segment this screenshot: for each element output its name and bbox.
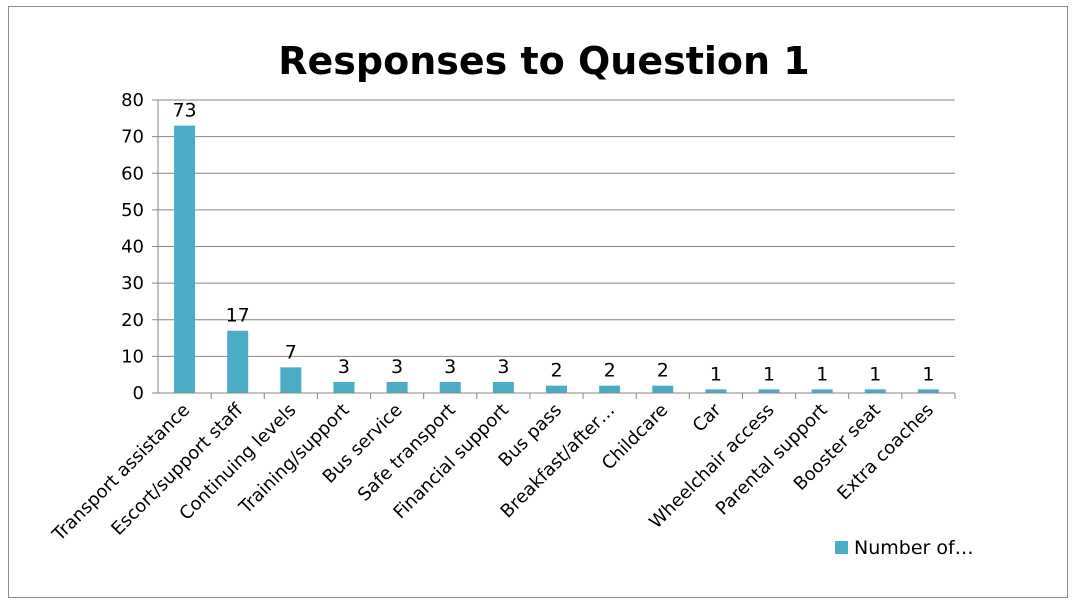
data-label: 3: [338, 356, 350, 378]
legend: Number of…: [835, 537, 974, 559]
data-label: 1: [763, 363, 775, 385]
bar: [758, 389, 780, 393]
data-label: 1: [869, 363, 881, 385]
data-label: 2: [550, 360, 562, 382]
y-tick-label: 30: [121, 273, 144, 294]
legend-label: Number of…: [854, 537, 974, 559]
bar: [811, 389, 833, 393]
chart-title: Responses to Question 1: [278, 39, 810, 83]
data-label: 1: [710, 363, 722, 385]
bar-chart: Responses to Question 1 0 10 20 30 40 50 60 70 8…: [48, 39, 974, 559]
bar: [174, 125, 196, 393]
bar: [652, 385, 674, 393]
y-tick-label: 40: [121, 237, 144, 258]
y-tick-label: 50: [121, 200, 144, 221]
legend-swatch: [835, 541, 848, 554]
axes: [152, 99, 956, 399]
bar: [546, 385, 567, 393]
bar: [333, 382, 355, 393]
data-label: 17: [226, 305, 250, 327]
bar: [439, 382, 461, 393]
data-label: 3: [444, 356, 456, 378]
y-tick-label: 70: [121, 127, 144, 148]
bar: [227, 330, 249, 393]
data-label: 3: [391, 356, 403, 378]
y-tick-label: 60: [121, 163, 144, 184]
bar: [917, 389, 939, 393]
y-axis-ticks: 0 10 20 30 40 50 60 70 80: [121, 90, 144, 404]
bar: [280, 367, 302, 393]
bar: [864, 389, 886, 393]
y-tick-label: 80: [121, 90, 144, 111]
data-label: 2: [604, 360, 616, 382]
data-label: 73: [172, 100, 196, 122]
bars: [174, 125, 939, 393]
chart-frame: Responses to Question 1 0 10 20 30 40 50 60 70 8…: [8, 6, 1068, 598]
bar: [599, 385, 621, 393]
bar: [386, 382, 408, 393]
category-label: Extra coaches: [833, 400, 938, 505]
y-tick-label: 10: [121, 346, 144, 367]
gridlines: [158, 99, 955, 357]
bar: [492, 382, 514, 393]
data-label: 1: [922, 363, 934, 385]
category-label: Car: [689, 399, 726, 436]
data-label: 3: [497, 356, 509, 378]
data-label: 7: [285, 341, 297, 363]
bar: [705, 389, 727, 393]
y-tick-label: 20: [121, 310, 144, 331]
data-label: 2: [657, 360, 669, 382]
data-label: 1: [816, 363, 828, 385]
y-tick-label: 0: [133, 383, 144, 404]
